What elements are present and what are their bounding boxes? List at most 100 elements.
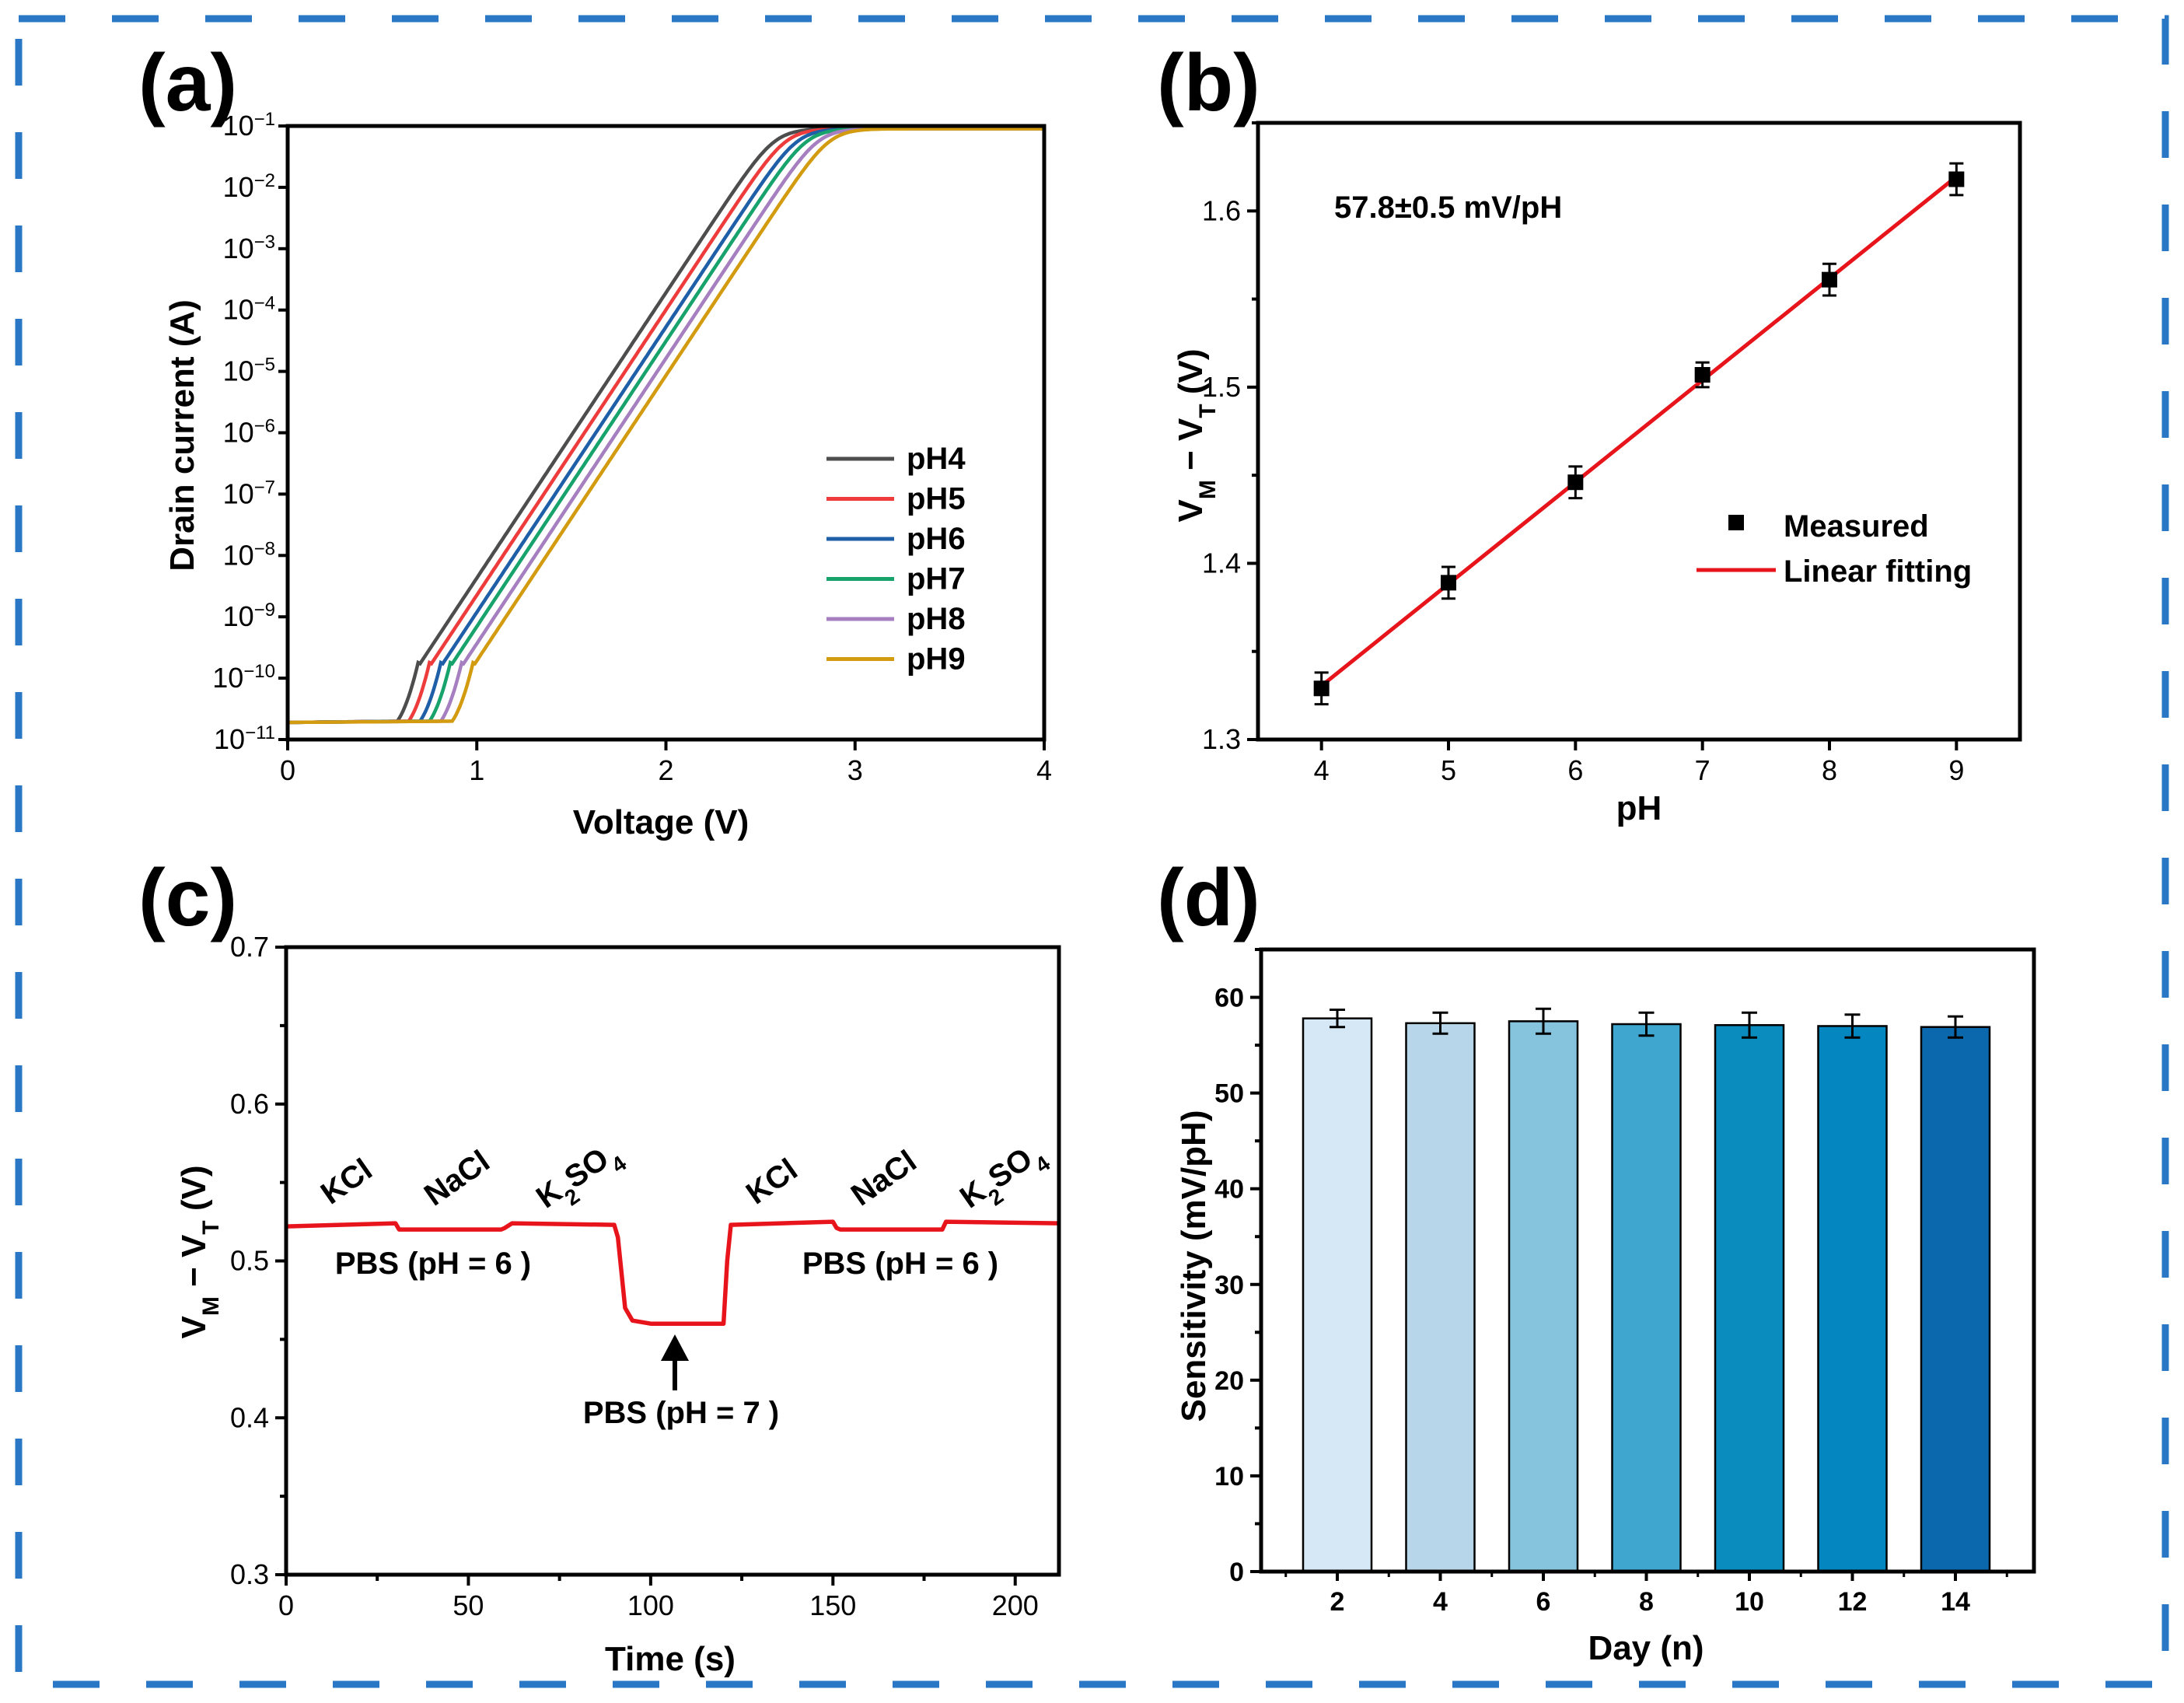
y-tick-label-a: 10−1 bbox=[223, 109, 275, 142]
legend-label-pH4: pH4 bbox=[907, 442, 966, 476]
y-tick-label-a: 10−3 bbox=[223, 231, 275, 264]
x-tick-label-a: 2 bbox=[658, 754, 673, 786]
panel-a-label: (a) bbox=[138, 38, 237, 128]
y-tick-label-c: 0.3 bbox=[230, 1558, 269, 1590]
x-tick-label-a: 4 bbox=[1036, 754, 1052, 786]
y-tick-label-a: 10−7 bbox=[223, 477, 275, 510]
label-pbs6-right: PBS (pH = 6 ) bbox=[802, 1247, 998, 1281]
y-tick-label-b: 1.6 bbox=[1202, 194, 1241, 226]
x-tick-label-c: 50 bbox=[453, 1589, 484, 1621]
x-tick-label-d: 12 bbox=[1838, 1587, 1868, 1617]
label-nacl-1: NaCl bbox=[418, 1144, 496, 1212]
x-tick-label-d: 4 bbox=[1433, 1587, 1448, 1617]
y-tick-label-d: 60 bbox=[1214, 984, 1244, 1013]
label-pbs7: PBS (pH = 7 ) bbox=[583, 1396, 779, 1430]
panel-c: (c) 0 50 100 150 200 0.3 0.4 0.5 0.6 0.7 Time (s)… bbox=[138, 853, 1061, 1678]
y-tick-label-c: 0.4 bbox=[230, 1401, 269, 1433]
data-point-ph9 bbox=[1948, 171, 1965, 187]
label-k2so4-1: K2SO4 bbox=[530, 1134, 631, 1222]
x-tick-label-b: 4 bbox=[1314, 754, 1330, 786]
y-tick-label-d: 20 bbox=[1214, 1366, 1244, 1396]
x-tick-label-c: 100 bbox=[627, 1589, 674, 1621]
x-tick-label-b: 9 bbox=[1948, 754, 1964, 786]
plot-frame-d bbox=[1259, 947, 2036, 1574]
label-k2so4-2: K2SO4 bbox=[954, 1134, 1054, 1222]
linear-fit-line bbox=[1320, 175, 1958, 687]
x-tick-label-c: 0 bbox=[278, 1589, 294, 1621]
panel-c-xlabel: Time (s) bbox=[605, 1640, 736, 1678]
y-tick-label-b: 1.3 bbox=[1202, 723, 1241, 755]
y-tick-label-c: 0.5 bbox=[230, 1245, 269, 1277]
panel-b-ylabel: VM − VT (V) bbox=[1172, 348, 1221, 522]
x-tick-label-b: 5 bbox=[1441, 754, 1456, 786]
y-tick-label-a: 10−6 bbox=[223, 415, 275, 449]
legend-label-pH8: pH8 bbox=[907, 602, 966, 636]
panel-d-ylabel: Sensitivity (mV/pH) bbox=[1175, 1110, 1213, 1422]
bar-day-12 bbox=[1817, 1025, 1888, 1573]
data-point-ph8 bbox=[1822, 271, 1837, 288]
x-tick-label-a: 0 bbox=[280, 754, 295, 786]
y-tick-label-a: 10−11 bbox=[214, 722, 275, 756]
panel-a-xlabel: Voltage (V) bbox=[573, 803, 750, 841]
y-tick-label-d: 10 bbox=[1214, 1462, 1244, 1491]
legend-label-pH9: pH9 bbox=[907, 642, 966, 677]
data-point-ph7 bbox=[1694, 366, 1711, 383]
x-tick-label-a: 1 bbox=[469, 754, 484, 786]
plot-frame-b bbox=[1256, 121, 2022, 742]
dashed-frame bbox=[15, 15, 2169, 1688]
trace-line bbox=[285, 1219, 1060, 1326]
panel-b-label: (b) bbox=[1157, 38, 1260, 128]
bar-day-8 bbox=[1611, 1023, 1682, 1573]
panel-d: (d) 2 4 6 8 10 12 14 0 10 20 30 40 50 60 Day (n) Sens… bbox=[1157, 853, 2036, 1667]
x-tick-label-d: 10 bbox=[1735, 1587, 1764, 1617]
bar-day-4 bbox=[1405, 1022, 1476, 1573]
y-tick-label-c: 0.6 bbox=[230, 1088, 269, 1120]
label-kcl-2: KCl bbox=[740, 1152, 804, 1212]
bar-day-10 bbox=[1714, 1023, 1785, 1573]
panel-a-ylabel: Drain current (A) bbox=[163, 299, 201, 572]
y-tick-label-b: 1.4 bbox=[1202, 547, 1241, 579]
y-tick-label-d: 50 bbox=[1214, 1079, 1244, 1109]
arrow-icon bbox=[661, 1334, 689, 1390]
y-tick-label-b: 1.5 bbox=[1202, 371, 1241, 403]
bar-day-14 bbox=[1920, 1026, 1991, 1573]
bar-day-6 bbox=[1508, 1020, 1579, 1573]
x-tick-label-b: 7 bbox=[1695, 754, 1711, 786]
label-nacl-2: NaCl bbox=[845, 1144, 923, 1212]
y-tick-label-d: 0 bbox=[1229, 1558, 1244, 1587]
label-pbs6-left: PBS (pH = 6 ) bbox=[335, 1247, 531, 1281]
panel-d-label: (d) bbox=[1157, 853, 1260, 943]
legend-label-pH7: pH7 bbox=[907, 562, 966, 596]
legend-fit-label: Linear fitting bbox=[1784, 554, 1972, 589]
data-point-ph4 bbox=[1313, 680, 1330, 697]
y-tick-label-a: 10−4 bbox=[223, 292, 275, 326]
panel-c-label: (c) bbox=[138, 853, 237, 943]
y-tick-label-a: 10−8 bbox=[223, 538, 275, 572]
label-kcl-1: KCl bbox=[315, 1152, 379, 1212]
legend-measured-marker bbox=[1728, 515, 1744, 530]
curve-pH9 bbox=[288, 127, 1044, 725]
panel-c-ylabel: VM − VT (V) bbox=[175, 1165, 224, 1338]
legend-label-pH5: pH5 bbox=[907, 482, 966, 516]
x-tick-label-b: 8 bbox=[1822, 754, 1837, 786]
panel-b-slope-annotation: 57.8±0.5 mV/pH bbox=[1334, 191, 1562, 225]
x-tick-label-d: 6 bbox=[1536, 1587, 1551, 1617]
data-point-ph5 bbox=[1441, 575, 1456, 591]
y-tick-label-a: 10−5 bbox=[223, 354, 275, 387]
x-tick-label-d: 2 bbox=[1330, 1587, 1345, 1617]
panel-b-legend: Measured Linear fitting bbox=[1697, 509, 1972, 589]
x-tick-label-d: 8 bbox=[1639, 1587, 1654, 1617]
y-tick-label-a: 10−2 bbox=[223, 170, 275, 203]
bar-day-2 bbox=[1302, 1017, 1373, 1573]
legend-measured-label: Measured bbox=[1784, 509, 1929, 544]
y-tick-label-a: 10−10 bbox=[212, 661, 275, 694]
panel-d-xlabel: Day (n) bbox=[1588, 1629, 1704, 1667]
x-tick-label-c: 150 bbox=[809, 1589, 856, 1621]
data-point-ph6 bbox=[1567, 474, 1584, 491]
x-tick-label-d: 14 bbox=[1941, 1587, 1970, 1617]
y-tick-label-d: 30 bbox=[1214, 1271, 1244, 1300]
panel-a: (a) 0 1 2 3 4 10−11 10−10 10−9 10−8 10−7 10−6 10−5 1… bbox=[138, 38, 1052, 841]
y-tick-label-d: 40 bbox=[1214, 1175, 1244, 1205]
y-tick-label-a: 10−9 bbox=[223, 600, 275, 633]
